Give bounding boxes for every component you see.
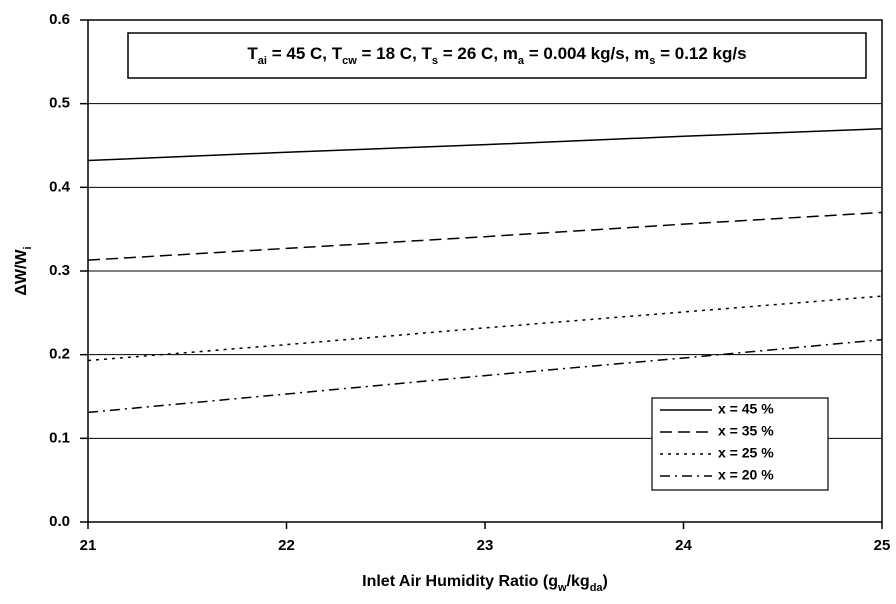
text-part: = 45 C, T [267, 44, 343, 63]
y-tick-label: 0.4 [49, 178, 71, 195]
subscript: s [649, 55, 655, 67]
y-tick-label: 0.6 [49, 11, 70, 28]
series-line [87, 295, 883, 362]
subscript: a [518, 55, 525, 67]
annotation: Tai = 45 C, Tcw = 18 C, Ts = 26 C, ma = … [247, 44, 746, 66]
legend-label: x = 45 % [718, 401, 774, 417]
text-part: ΔW/W [13, 249, 30, 296]
series-line [87, 338, 883, 414]
y-tick-label: 0.0 [49, 513, 70, 530]
subscript: s [432, 55, 438, 67]
y-axis-label: ΔW/Wi [13, 246, 34, 295]
x-tick-label: 23 [477, 537, 494, 554]
subscript: w [557, 582, 567, 594]
text-part: ) [603, 573, 608, 590]
series-line [87, 211, 883, 261]
y-tick-label: 0.1 [49, 429, 70, 446]
subscript: i [22, 246, 34, 249]
subscript: da [590, 582, 604, 594]
legend-label: x = 20 % [718, 467, 774, 483]
text-part: /kg [567, 573, 590, 590]
x-tick-label: 21 [80, 537, 97, 554]
text-part: T [247, 44, 258, 63]
series-line [87, 128, 883, 162]
y-tick-label: 0.5 [49, 95, 70, 112]
x-tick-label: 24 [675, 537, 692, 554]
y-tick-label: 0.2 [49, 346, 70, 363]
x-tick-label: 22 [278, 537, 295, 554]
x-tick-label: 25 [874, 537, 891, 554]
text-part: = 18 C, T [357, 44, 433, 63]
plot-frame [87, 19, 883, 523]
text-part: = 0.12 kg/s [655, 44, 746, 63]
x-axis-label: Inlet Air Humidity Ratio (gw/kgda) [362, 573, 608, 594]
annotation-box [127, 32, 867, 79]
legend-box [651, 397, 829, 491]
text-part: = 26 C, m [438, 44, 518, 63]
legend-label: x = 35 % [718, 423, 774, 439]
legend-label: x = 25 % [718, 445, 774, 461]
subscript: cw [342, 55, 357, 67]
text-part: Inlet Air Humidity Ratio (g [362, 573, 558, 590]
text-part: = 0.004 kg/s, m [524, 44, 649, 63]
subscript: ai [258, 55, 267, 67]
y-tick-label: 0.3 [49, 262, 70, 279]
